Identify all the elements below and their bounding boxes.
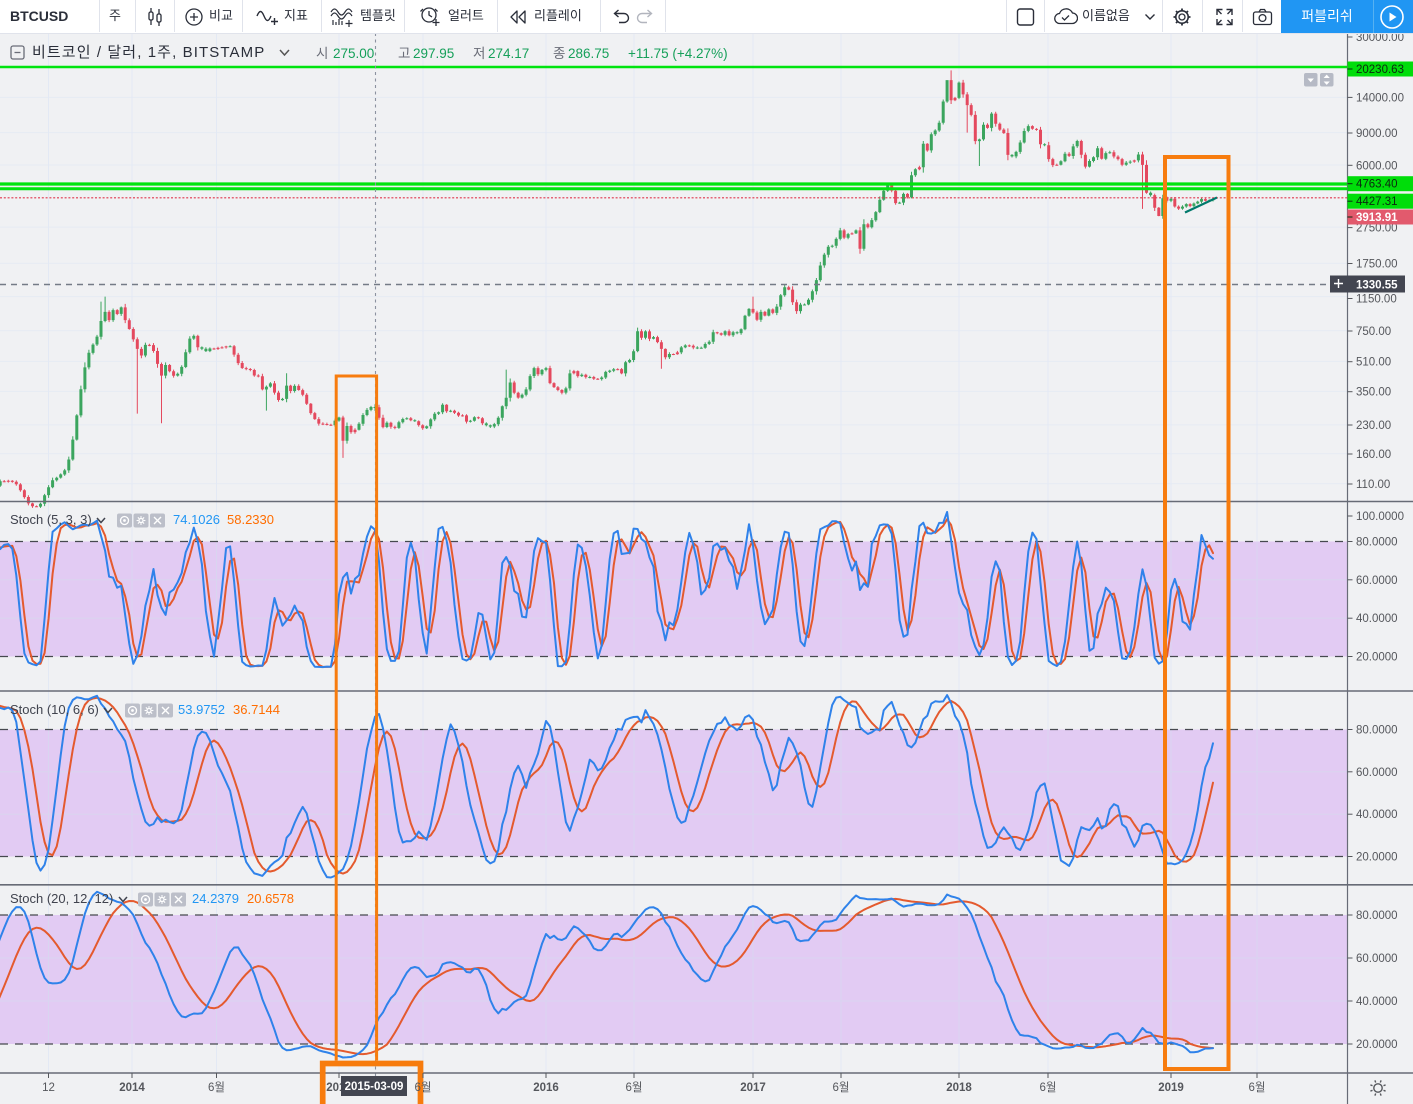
svg-text:저: 저	[473, 46, 485, 61]
svg-text:Stoch (10, 6, 6): Stoch (10, 6, 6)	[10, 702, 99, 717]
svg-text:30000.00: 30000.00	[1356, 32, 1404, 44]
svg-text:60.0000: 60.0000	[1356, 767, 1398, 779]
svg-text:4427.31: 4427.31	[1356, 196, 1398, 208]
svg-text:36.7144: 36.7144	[233, 702, 280, 717]
svg-text:297.95: 297.95	[413, 46, 454, 61]
svg-text:2016: 2016	[533, 1082, 559, 1094]
svg-text:53.9752: 53.9752	[178, 702, 225, 717]
svg-text:110.00: 110.00	[1356, 479, 1390, 491]
svg-text:20.0000: 20.0000	[1356, 1039, 1398, 1051]
svg-text:80.0000: 80.0000	[1356, 910, 1398, 922]
svg-text:Stoch (20, 12, 12): Stoch (20, 12, 12)	[10, 891, 113, 906]
svg-text:6월: 6월	[415, 1081, 432, 1094]
svg-text:40.0000: 40.0000	[1356, 996, 1398, 1008]
svg-text:60.0000: 60.0000	[1356, 575, 1398, 587]
svg-text:2014: 2014	[119, 1082, 145, 1094]
svg-text:+11.75 (+4.27%): +11.75 (+4.27%)	[628, 46, 728, 61]
svg-text:2017: 2017	[740, 1082, 766, 1094]
svg-text:20.6578: 20.6578	[247, 891, 294, 906]
svg-text:750.00: 750.00	[1356, 326, 1391, 338]
svg-text:2750.00: 2750.00	[1356, 223, 1398, 235]
svg-text:274.17: 274.17	[488, 46, 529, 61]
svg-text:80.0000: 80.0000	[1356, 725, 1398, 737]
svg-text:14000.00: 14000.00	[1356, 92, 1404, 104]
svg-text:510.00: 510.00	[1356, 357, 1391, 369]
svg-text:60.0000: 60.0000	[1356, 953, 1398, 965]
svg-text:6월: 6월	[1040, 1081, 1057, 1094]
svg-text:9000.00: 9000.00	[1356, 128, 1398, 140]
svg-text:6000.00: 6000.00	[1356, 160, 1398, 172]
svg-text:286.75: 286.75	[568, 46, 609, 61]
svg-text:1750.00: 1750.00	[1356, 259, 1398, 271]
svg-text:6월: 6월	[208, 1081, 225, 1094]
svg-text:6월: 6월	[626, 1081, 643, 1094]
svg-text:비트코인 / 달러, 1주, BITSTAMP: 비트코인 / 달러, 1주, BITSTAMP	[32, 44, 265, 61]
svg-text:시: 시	[316, 46, 328, 61]
svg-text:160.00: 160.00	[1356, 449, 1391, 461]
svg-text:6월: 6월	[833, 1081, 850, 1094]
svg-text:74.1026: 74.1026	[173, 512, 220, 527]
svg-text:58.2330: 58.2330	[227, 512, 274, 527]
svg-text:종: 종	[553, 46, 565, 61]
svg-text:350.00: 350.00	[1356, 387, 1391, 399]
svg-text:2018: 2018	[946, 1082, 972, 1094]
svg-text:1330.55: 1330.55	[1356, 280, 1398, 292]
svg-text:6월: 6월	[1249, 1081, 1266, 1094]
svg-text:100.0000: 100.0000	[1356, 511, 1404, 523]
svg-text:20.0000: 20.0000	[1356, 852, 1398, 864]
svg-text:230.00: 230.00	[1356, 420, 1391, 432]
svg-text:3913.91: 3913.91	[1356, 212, 1398, 224]
svg-text:1150.00: 1150.00	[1356, 294, 1397, 306]
svg-text:20230.63: 20230.63	[1356, 64, 1404, 76]
svg-text:24.2379: 24.2379	[192, 891, 239, 906]
svg-text:2015-03-09: 2015-03-09	[345, 1081, 404, 1093]
svg-text:40.0000: 40.0000	[1356, 809, 1398, 821]
svg-text:80.0000: 80.0000	[1356, 537, 1398, 549]
svg-text:고: 고	[398, 46, 410, 61]
svg-text:40.0000: 40.0000	[1356, 613, 1398, 625]
svg-text:12: 12	[42, 1082, 55, 1094]
svg-text:2019: 2019	[1158, 1082, 1184, 1094]
svg-text:20.0000: 20.0000	[1356, 652, 1398, 664]
svg-text:Stoch (5, 3, 3): Stoch (5, 3, 3)	[10, 512, 92, 527]
svg-text:4763.40: 4763.40	[1356, 179, 1398, 191]
svg-text:275.00: 275.00	[333, 46, 374, 61]
